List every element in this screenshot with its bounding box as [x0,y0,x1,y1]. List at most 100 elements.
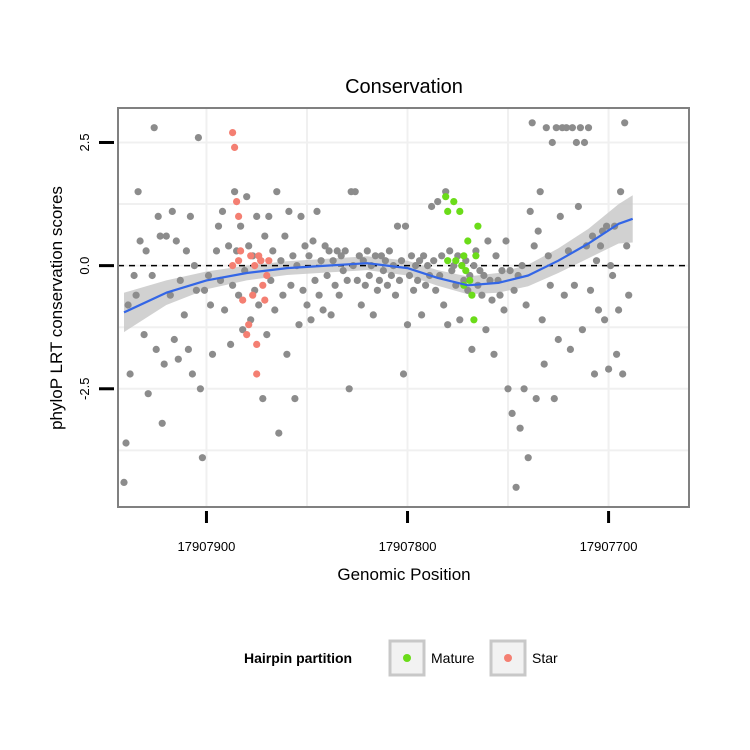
other-point [574,202,583,211]
chart-title: Conservation [345,76,463,98]
other-point [488,296,496,304]
other-point [140,331,148,339]
other-point [596,242,605,250]
other-point [446,247,454,255]
other-point [603,222,611,230]
other-point [134,188,142,196]
other-point [438,252,446,260]
other-point [261,232,269,240]
other-point [592,257,601,265]
other-point [329,257,337,265]
other-point [323,271,331,280]
other-point [279,291,287,299]
star-point [233,198,241,206]
other-point [526,207,534,215]
other-point [500,306,508,314]
other-point [297,212,305,220]
other-point [601,316,609,324]
other-point [432,286,440,294]
other-point [492,252,500,260]
other-point [373,286,381,294]
other-point [327,311,335,319]
star-point [243,331,251,339]
other-point [381,257,389,265]
other-point [277,257,285,265]
other-point [363,247,371,255]
other-point [530,242,538,250]
other-point [478,291,486,299]
other-point [365,271,373,280]
other-point [418,311,426,319]
other-point [325,247,333,255]
other-point [412,262,420,270]
other-point [299,286,307,294]
other-point [313,207,321,215]
mature-point [460,252,468,260]
other-point [464,286,472,294]
star-point [265,257,273,265]
other-point [484,237,492,245]
other-point [351,188,359,196]
other-point [430,257,438,265]
other-point [253,212,261,220]
other-point [335,291,343,299]
other-point [317,257,325,265]
other-point [570,281,579,289]
other-point [594,306,603,314]
other-point [520,385,528,393]
other-point [142,247,150,255]
other-point [550,395,558,403]
other-point [235,291,243,299]
other-point [148,271,156,280]
other-point [194,134,202,142]
mature-point [456,207,464,215]
other-point [556,212,564,220]
other-point [245,242,253,250]
other-point [393,222,402,230]
y-tick-label: -2.5 [77,378,92,400]
other-point [188,370,196,378]
other-point [516,424,524,432]
other-point [619,370,627,378]
other-point [403,321,412,329]
star-point [253,370,261,378]
other-point [613,350,621,358]
other-point [172,237,180,245]
other-point [518,262,526,270]
other-point [576,124,585,132]
other-point [422,281,430,289]
other-point [305,252,313,260]
other-point [387,271,395,280]
other-point [391,291,400,299]
other-point [343,276,351,284]
other-point [186,212,194,220]
mature-point [470,316,478,324]
other-point [424,262,432,270]
other-point [444,321,452,329]
other-point [588,232,597,240]
other-point [291,395,299,403]
other-point [532,395,540,403]
star-point [239,296,247,304]
legend-label-star: Star [532,650,558,666]
other-point [275,429,283,437]
other-point [200,286,209,294]
other-point [470,262,478,270]
other-point [267,276,275,284]
star-point [229,129,237,137]
mature-point [458,262,466,270]
star-point [245,321,253,329]
mature-point [444,257,452,265]
other-point [524,454,532,462]
other-point [303,301,311,309]
other-point [508,409,516,417]
x-tick-label: 17907800 [379,539,437,554]
other-point [428,202,436,211]
star-point [251,262,259,270]
other-point [414,276,422,284]
legend-key-mature-dot [403,654,411,662]
other-point [150,124,158,132]
other-point [476,267,484,275]
other-point [401,222,410,230]
other-point [371,252,379,260]
